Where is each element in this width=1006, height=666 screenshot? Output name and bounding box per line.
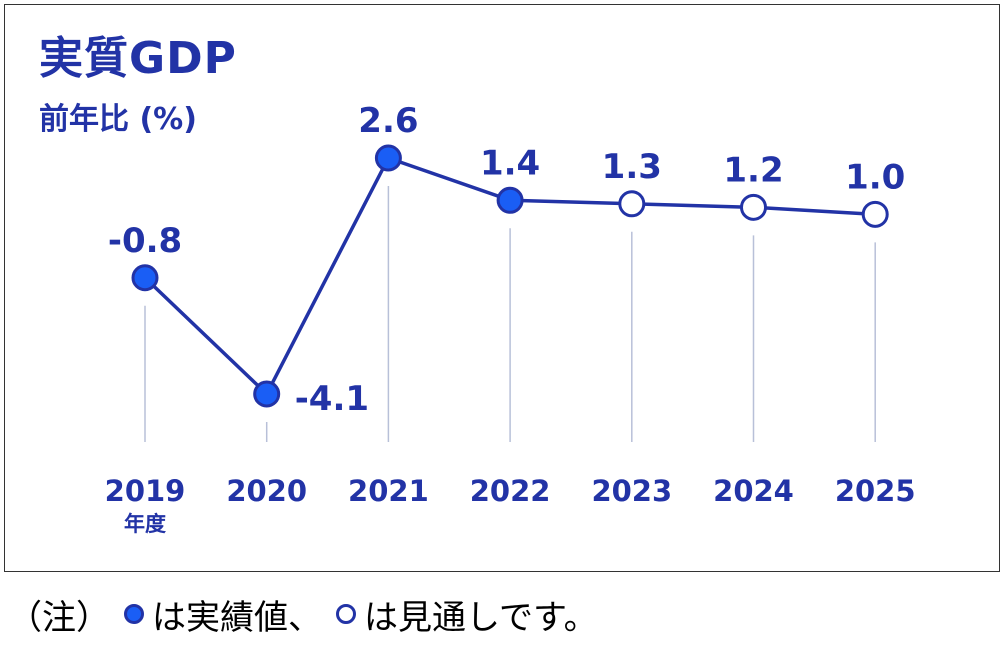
- x-tick-sublabel-2019: 年度: [124, 512, 166, 536]
- x-tick-label-2020: 2020: [226, 474, 307, 508]
- value-label-2023: 1.3: [602, 147, 662, 187]
- value-label-2019: -0.8: [108, 221, 182, 261]
- x-tick-label-2025: 2025: [835, 474, 916, 508]
- note-prefix: （注）: [8, 597, 110, 638]
- legend-note: （注） は実績値、 は見通しです。: [8, 586, 598, 642]
- data-point-2020: [253, 380, 281, 408]
- x-tick-label-2023: 2023: [591, 474, 672, 508]
- chart-frame: -0.8 -4.1 2.6 1.4 1.3 1.2 1.0 2019 年度 2020 2021 202…: [4, 4, 1000, 572]
- data-point-2021: [374, 144, 402, 172]
- filled-circle-icon: [124, 604, 144, 624]
- x-tick-label-2021: 2021: [348, 474, 429, 508]
- x-tick-label-2019: 2019: [105, 474, 186, 508]
- data-point-2022: [496, 186, 524, 214]
- data-point-2019: [131, 264, 159, 292]
- value-label-2020: -4.1: [295, 379, 369, 419]
- data-point-2025: [861, 200, 889, 228]
- data-point-2024: [740, 193, 767, 221]
- x-tick-label-2024: 2024: [713, 474, 794, 508]
- line-chart: -0.8 -4.1 2.6 1.4 1.3 1.2 1.0 2019 年度 2020 2021 202…: [105, 101, 916, 536]
- value-label-2022: 1.4: [480, 143, 540, 183]
- value-label-2025: 1.0: [845, 157, 905, 197]
- chart-title: 実質GDP: [39, 33, 237, 84]
- note-forecast-text: は見通しです。: [364, 597, 598, 638]
- value-label-2024: 1.2: [723, 150, 783, 190]
- note-actual-text: は実績値、: [152, 597, 322, 638]
- value-label-2021: 2.6: [358, 101, 418, 141]
- data-point-2023: [618, 190, 646, 218]
- hollow-circle-icon: [336, 604, 356, 624]
- x-tick-label-2022: 2022: [470, 474, 551, 508]
- chart-subtitle: 前年比 (%): [39, 102, 197, 137]
